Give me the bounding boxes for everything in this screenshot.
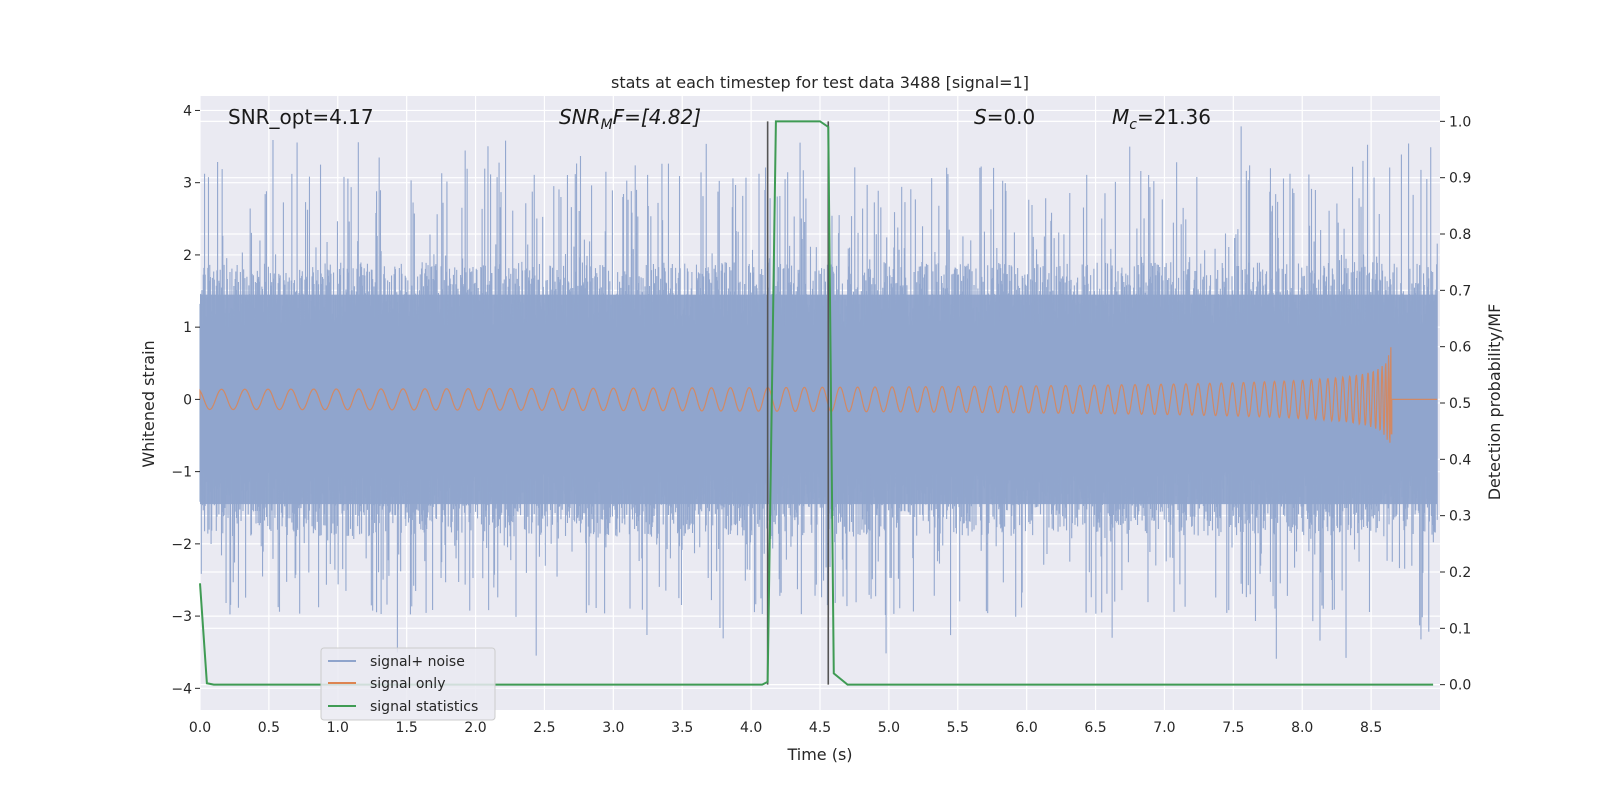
s-annotation: S=0.0 [974,105,1035,129]
statistics-trace [199,120,1434,686]
y-left-tick-label: −1 [171,465,192,481]
x-tick-label: 4.0 [740,720,762,736]
y-right-tick-label: 0.5 [1449,396,1471,412]
legend-label-signal-statistics: signal statistics [370,699,478,715]
chirp-trace [199,347,1438,443]
signal-statistics-series [199,120,1434,686]
y-right-tick-label: 0.8 [1449,227,1471,243]
x-tick-label: 5.0 [878,720,900,736]
y-left-tick-label: −2 [171,537,192,553]
x-tick-label: 6.5 [1084,720,1106,736]
s-symbol: S [974,105,987,129]
y-right-tick-label: 0.3 [1449,509,1471,525]
mc-base: M [1112,105,1129,129]
signal-only-series [199,347,1438,443]
signal-noise-series [199,126,1438,659]
y-right-tick-label: 0.2 [1449,565,1471,581]
y-axis-right-label: Detection probability/MF [1485,304,1504,501]
x-tick-label: 6.0 [1016,720,1038,736]
y-axis-left-ticks: 4 3 2 1 0 −1 −2 −3 −4 [171,103,200,697]
legend-label-signal-noise: signal+ noise [370,654,465,670]
chart-title: stats at each timestep for test data 348… [611,73,1029,92]
x-tick-label: 7.5 [1222,720,1244,736]
legend: signal+ noise signal only signal statist… [320,647,496,721]
x-tick-label: 3.5 [671,720,693,736]
y-right-tick-label: 0.1 [1449,621,1471,637]
legend-box [320,647,496,721]
y-axis-right-ticks: 1.0 0.9 0.8 0.7 0.6 0.5 0.4 0.3 0.2 0.1 0.0 [1440,114,1471,694]
snr-opt-annotation: SNR_opt=4.17 [228,105,374,129]
y-left-tick-label: −4 [171,681,192,697]
snr-mf-base: SNR [559,105,601,129]
x-tick-label: 3.0 [602,720,624,736]
x-tick-label: 8.5 [1360,720,1382,736]
mc-annotation: Mc=21.36 [1112,105,1211,133]
y-right-tick-label: 0.9 [1449,171,1471,187]
x-tick-label: 2.0 [464,720,486,736]
x-tick-label: 1.5 [396,720,418,736]
y-right-tick-label: 0.0 [1449,678,1471,694]
snr-mf-rest: F=[4.82] [613,105,701,129]
y-left-tick-label: 1 [183,320,192,336]
y-left-tick-label: 0 [183,392,192,408]
legend-label-signal-only: signal only [370,676,445,692]
x-tick-label: 8.0 [1291,720,1313,736]
y-right-tick-label: 1.0 [1449,114,1471,130]
x-axis-label: Time (s) [786,745,852,764]
x-tick-label: 4.5 [809,720,831,736]
x-tick-label: 0.0 [189,720,211,736]
x-axis-ticks: 0.0 0.5 1.0 1.5 2.0 2.5 3.0 3.5 4.0 4.5 5.0 5.5 6.0 6… [189,720,1382,736]
snr-mf-annotation: SNRMF=[4.82] [559,105,701,133]
y-right-tick-label: 0.4 [1449,452,1471,468]
y-left-tick-label: 3 [183,176,192,192]
s-value: =0.0 [987,105,1036,129]
y-right-tick-label: 0.6 [1449,340,1471,356]
y-left-tick-label: 2 [183,248,192,264]
y-left-tick-label: −3 [171,609,192,625]
y-left-tick-label: 4 [183,103,192,119]
x-tick-label: 2.5 [533,720,555,736]
snr-mf-sub: M [601,117,613,133]
x-tick-label: 1.0 [327,720,349,736]
x-tick-label: 7.0 [1153,720,1175,736]
y-axis-left-label: Whitened strain [139,340,158,467]
x-tick-label: 0.5 [258,720,280,736]
mc-sub: c [1129,117,1137,133]
y-right-tick-label: 0.7 [1449,283,1471,299]
x-tick-label: 5.5 [947,720,969,736]
mc-value: =21.36 [1137,105,1211,129]
